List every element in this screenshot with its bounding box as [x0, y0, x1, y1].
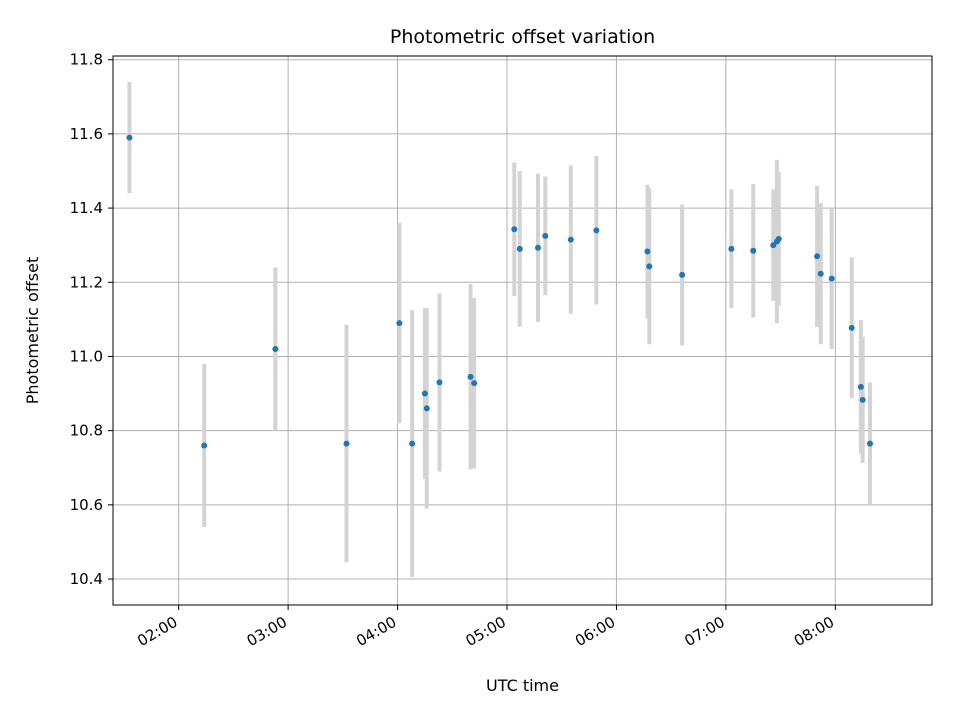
data-point	[848, 324, 855, 331]
data-points	[126, 134, 873, 449]
y-tick-label: 11.0	[70, 347, 103, 365]
data-point	[396, 320, 403, 327]
data-point	[471, 380, 478, 387]
data-point	[775, 235, 782, 242]
data-point	[828, 275, 835, 282]
data-point	[423, 405, 430, 412]
data-point	[409, 440, 416, 447]
y-tick-label: 11.2	[70, 273, 103, 291]
data-point	[436, 379, 443, 386]
grid	[113, 56, 932, 605]
data-point	[201, 442, 208, 449]
data-point	[866, 440, 873, 447]
data-point	[646, 263, 653, 270]
data-point	[126, 134, 133, 141]
chart-title: Photometric offset variation	[390, 26, 655, 48]
y-tick-label: 10.4	[70, 570, 103, 588]
y-tick-label: 10.6	[70, 496, 103, 514]
data-point	[859, 396, 866, 403]
data-point	[728, 245, 735, 252]
data-point	[511, 226, 518, 233]
data-point	[770, 242, 777, 249]
data-point	[567, 236, 574, 243]
data-point	[857, 383, 864, 390]
y-axis-title: Photometric offset	[23, 257, 42, 405]
data-point	[542, 232, 549, 239]
y-tick-label: 11.8	[70, 51, 103, 69]
y-tick-label: 10.8	[70, 422, 103, 440]
data-point	[679, 271, 686, 278]
y-axis-ticks: 10.4 10.6 10.8 11.0 11.2 11.4 11.6 11.8	[70, 51, 113, 588]
x-axis-title: UTC time	[486, 676, 559, 695]
data-point	[817, 270, 824, 277]
data-point	[593, 227, 600, 234]
data-point	[421, 390, 428, 397]
data-point	[750, 247, 757, 254]
y-tick-label: 11.4	[70, 199, 103, 217]
plot-frame	[112, 55, 933, 606]
y-tick-label: 11.6	[70, 125, 103, 143]
data-point	[467, 373, 474, 380]
data-point	[516, 245, 523, 252]
data-point	[644, 248, 651, 255]
data-point	[535, 244, 542, 251]
data-point	[343, 440, 350, 447]
data-point	[814, 253, 821, 260]
data-point	[272, 346, 279, 353]
